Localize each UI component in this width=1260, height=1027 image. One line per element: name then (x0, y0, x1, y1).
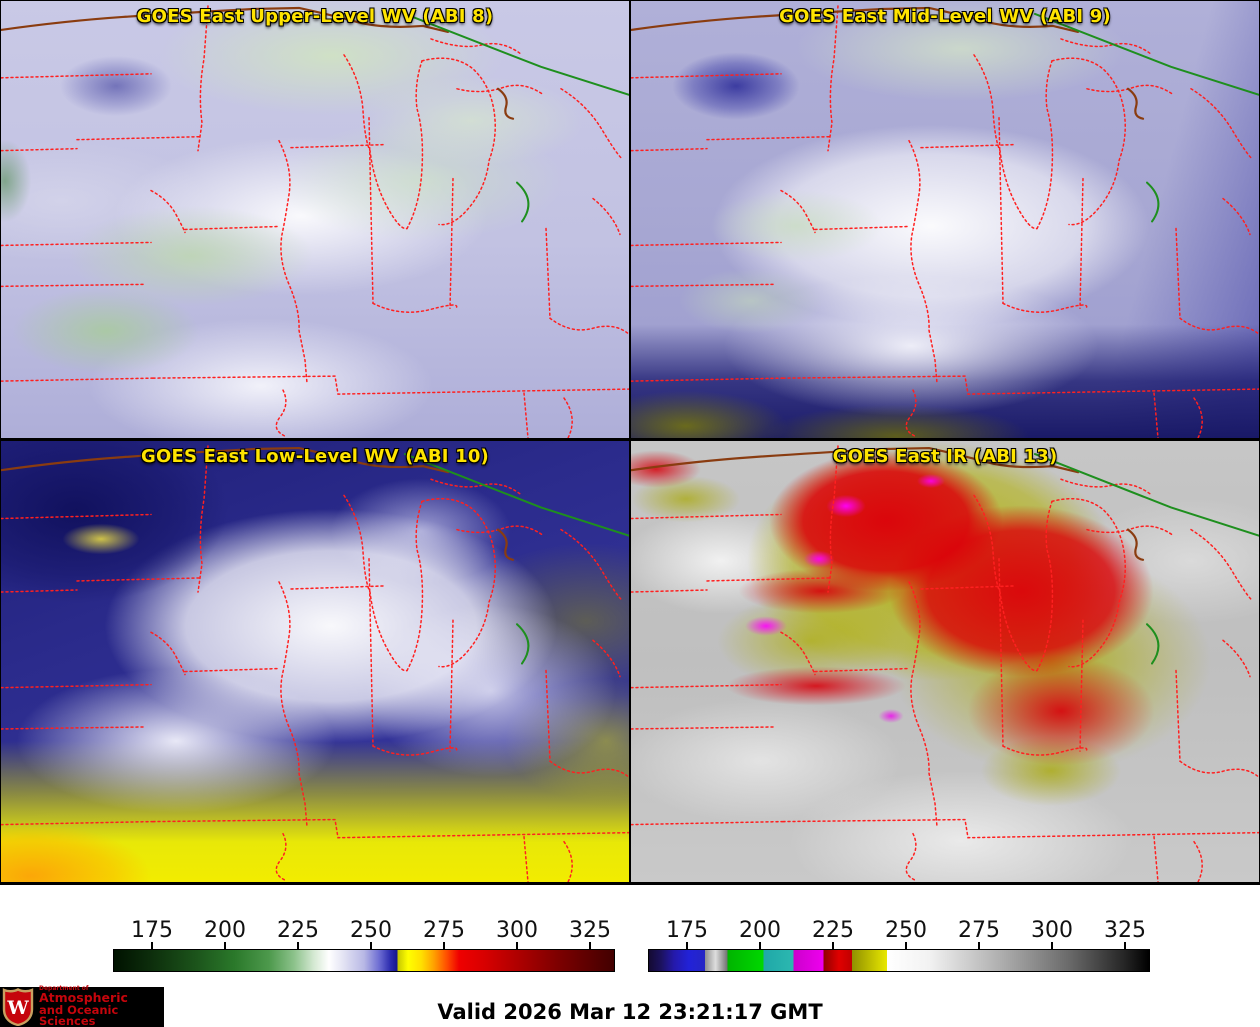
tick-mark (686, 942, 688, 949)
tick-mark (978, 942, 980, 949)
tick-label: 175 (666, 918, 708, 943)
tick-label: 250 (350, 918, 392, 943)
tick-mark (224, 942, 226, 949)
wv-colorbar-gradient (113, 949, 615, 972)
tick-mark (832, 942, 834, 949)
tick-mark (516, 942, 518, 949)
tick-label: 325 (569, 918, 611, 943)
valid-time-text: Valid 2026 Mar 12 23:21:17 GMT (437, 1000, 823, 1024)
tick-mark (443, 942, 445, 949)
tick-label: 250 (885, 918, 927, 943)
tick-label: 300 (496, 918, 538, 943)
logo-dept-line: Department of (39, 984, 89, 992)
logo-line2: and Oceanic Sciences (39, 1002, 119, 1027)
ir-colorbar-gradient (648, 949, 1150, 972)
logo-line1: Atmospheric (39, 989, 128, 1005)
tick-label: 275 (958, 918, 1000, 943)
map-borders-overlay (631, 1, 1259, 438)
tick-mark (1051, 942, 1053, 949)
tick-mark (905, 942, 907, 949)
crest-w-letter: W (6, 997, 29, 1019)
panel-title-mid-wv: GOES East Mid-Level WV (ABI 9) (779, 6, 1111, 27)
tick-mark (297, 942, 299, 949)
tick-label: 225 (277, 918, 319, 943)
tick-label: 200 (204, 918, 246, 943)
tick-mark (151, 942, 153, 949)
tick-label: 275 (423, 918, 465, 943)
aos-department-logo: W Department of Atmospheric and Oceanic … (0, 984, 164, 1027)
tick-label: 300 (1031, 918, 1073, 943)
wv-colorbar: 175 200 225 250 275 300 325 (113, 918, 615, 974)
tick-mark (1124, 942, 1126, 949)
panel-ir: GOES East IR (ABI 13) (631, 441, 1259, 882)
panel-low-level-wv: GOES East Low-Level WV (ABI 10) (1, 441, 629, 882)
tick-label: 175 (131, 918, 173, 943)
tick-mark (370, 942, 372, 949)
map-borders-overlay (631, 441, 1259, 882)
tick-label: 225 (812, 918, 854, 943)
tick-mark (589, 942, 591, 949)
ir-colorbar: 175 200 225 250 275 300 325 (648, 918, 1150, 974)
satellite-quadrant: GOES East Upper-Level WV (ABI 8) GOES Ea… (0, 0, 1260, 885)
panel-title-low-wv: GOES East Low-Level WV (ABI 10) (141, 446, 489, 467)
tick-mark (759, 942, 761, 949)
panel-upper-level-wv: GOES East Upper-Level WV (ABI 8) (1, 1, 629, 438)
panel-title-upper-wv: GOES East Upper-Level WV (ABI 8) (136, 6, 494, 27)
tick-label: 325 (1104, 918, 1146, 943)
logo-text: Department of Atmospheric and Oceanic Sc… (39, 984, 164, 1027)
uw-crest-icon: W (2, 988, 34, 1026)
map-borders-overlay (1, 441, 629, 882)
map-borders-overlay (1, 1, 629, 438)
tick-label: 200 (739, 918, 781, 943)
panel-mid-level-wv: GOES East Mid-Level WV (ABI 9) (631, 1, 1259, 438)
panel-title-ir: GOES East IR (ABI 13) (832, 446, 1058, 467)
